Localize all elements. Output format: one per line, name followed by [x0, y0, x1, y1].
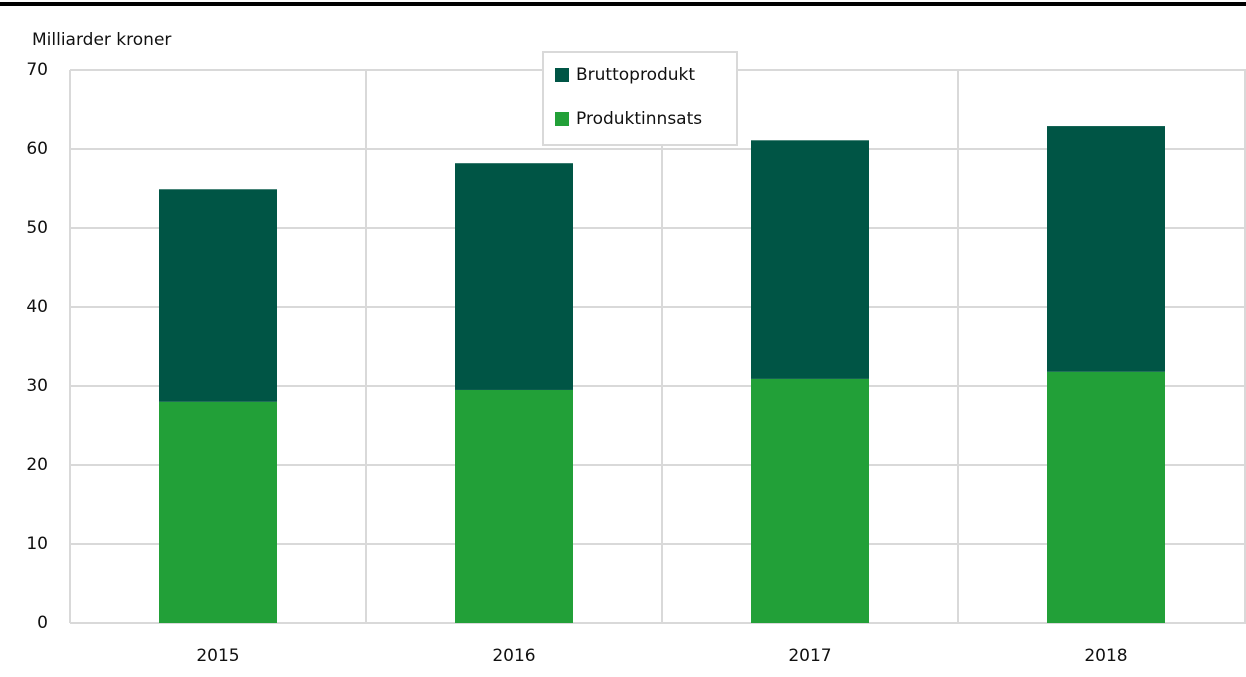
x-tick-label: 2015	[196, 646, 239, 666]
bar-segment	[1047, 126, 1165, 372]
x-tick-label: 2017	[788, 646, 831, 666]
legend-box	[542, 51, 738, 146]
y-axis-label: Milliarder kroner	[32, 30, 171, 50]
bar-segment	[455, 163, 573, 390]
bar-segment	[455, 389, 573, 623]
top-rule	[0, 2, 1246, 6]
x-tick-label: 2016	[492, 646, 535, 666]
x-tick-label: 2018	[1084, 646, 1127, 666]
y-tick-label: 20	[26, 455, 48, 475]
legend-swatch	[555, 112, 569, 126]
legend-label: Produktinnsats	[576, 109, 702, 129]
bar-segment	[751, 378, 869, 623]
y-tick-label: 40	[26, 297, 48, 317]
bar-segment	[751, 140, 869, 379]
y-tick-label: 60	[26, 139, 48, 159]
bar-segment	[1047, 371, 1165, 623]
bar-segment	[159, 189, 277, 402]
y-tick-label: 50	[26, 218, 48, 238]
legend-label: Bruttoprodukt	[576, 65, 695, 85]
bar-segment	[159, 401, 277, 623]
y-tick-label: 30	[26, 376, 48, 396]
y-tick-label: 70	[26, 60, 48, 80]
y-tick-label: 10	[26, 534, 48, 554]
y-tick-label: 0	[37, 613, 48, 633]
legend-swatch	[555, 68, 569, 82]
